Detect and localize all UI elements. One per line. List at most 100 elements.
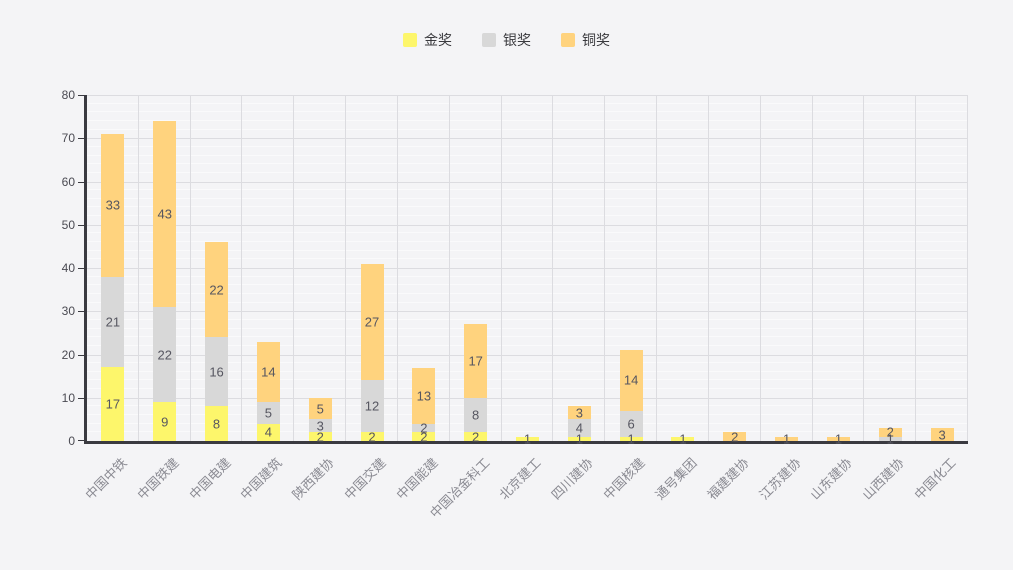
bar-segment-金奖[interactable]: 9	[153, 402, 177, 441]
minor-gridline	[87, 327, 968, 329]
bar-segment-金奖[interactable]: 2	[412, 429, 436, 444]
minor-gridline	[87, 241, 968, 243]
bar-segment-银奖[interactable]: 8	[464, 397, 488, 433]
minor-gridline	[87, 422, 968, 424]
major-gridline	[87, 354, 968, 356]
bar-segment-金奖[interactable]: 1	[619, 431, 643, 446]
bar-segment-铜奖[interactable]: 2	[723, 429, 747, 444]
bar-segment-银奖[interactable]: 5	[256, 402, 280, 424]
bar-segment-银奖[interactable]: 21	[101, 276, 125, 368]
legend-item-gold[interactable]: 金奖	[403, 30, 452, 50]
bar-segment-铜奖[interactable]: 1	[826, 431, 850, 446]
bar-segment-银奖[interactable]: 3	[308, 418, 332, 433]
bar-segment-金奖[interactable]: 4	[256, 423, 280, 441]
bar-segment-银奖[interactable]: 1	[878, 431, 902, 446]
vertical-gridline	[915, 95, 917, 441]
major-gridline	[87, 181, 968, 183]
legend: 金奖 银奖 铜奖	[0, 30, 1013, 50]
bar-segment-铜奖[interactable]: 1	[775, 431, 799, 446]
x-category-label: 陕西建协	[289, 455, 337, 503]
x-category-label: 北京建工	[496, 455, 545, 503]
bar-segment-铜奖[interactable]: 22	[205, 242, 229, 338]
bar-segment-铜奖[interactable]: 14	[256, 341, 280, 403]
bar-山东建协: 1	[826, 431, 850, 446]
y-tick-label: 30	[61, 304, 75, 319]
bar-中国化工: 3	[930, 427, 954, 442]
minor-gridline	[87, 111, 968, 113]
bar-segment-铜奖[interactable]: 17	[464, 324, 488, 398]
minor-gridline	[87, 232, 968, 234]
bar-segment-银奖[interactable]: 16	[205, 337, 229, 407]
x-category-label: 中国核建	[600, 455, 648, 503]
segment-value-label: 1	[834, 431, 843, 447]
x-category-label: 中国化工	[911, 455, 959, 503]
y-axis-tick	[78, 311, 84, 313]
bar-segment-金奖[interactable]: 2	[308, 429, 332, 445]
bar-segment-银奖[interactable]: 6	[619, 410, 643, 437]
segment-value-label: 13	[416, 388, 432, 404]
segment-value-label: 21	[105, 314, 121, 330]
bar-segment-金奖[interactable]: 1	[516, 431, 539, 446]
bar-中国建筑: 4 5 14	[256, 341, 280, 441]
x-category-label: 中国中铁	[82, 455, 130, 503]
bar-segment-银奖[interactable]: 2	[412, 421, 436, 436]
y-tick-label: 50	[61, 217, 75, 232]
bar-segment-银奖[interactable]: 4	[567, 419, 591, 437]
vertical-gridline	[293, 95, 295, 441]
vertical-gridline	[448, 95, 450, 441]
minor-gridline	[87, 414, 968, 416]
segment-value-label: 5	[316, 401, 324, 417]
bar-segment-铜奖[interactable]: 2	[878, 425, 902, 440]
legend-label-silver: 银奖	[503, 32, 531, 48]
legend-label-bronze: 铜奖	[582, 32, 610, 48]
bar-中国铁建: 9 22 43	[153, 120, 177, 441]
bar-segment-铜奖[interactable]: 5	[308, 397, 332, 420]
bar-segment-银奖[interactable]: 12	[360, 380, 384, 433]
y-tick-label: 70	[61, 131, 75, 146]
legend-item-bronze[interactable]: 铜奖	[561, 30, 610, 50]
legend-item-silver[interactable]: 银奖	[482, 30, 531, 50]
bar-segment-铜奖[interactable]: 14	[619, 350, 643, 411]
segment-value-label: 43	[157, 206, 172, 222]
bar-segment-金奖[interactable]: 17	[101, 367, 125, 441]
segment-value-label: 4	[264, 424, 272, 440]
segment-value-label: 2	[316, 429, 324, 445]
minor-gridline	[87, 102, 968, 104]
bar-segment-金奖[interactable]: 2	[464, 429, 488, 444]
vertical-gridline	[967, 95, 968, 441]
bar-segment-金奖[interactable]: 8	[205, 406, 229, 441]
bar-segment-金奖[interactable]: 1	[671, 431, 695, 446]
x-category-label: 中国铁建	[134, 455, 182, 503]
y-tick-label: 10	[61, 390, 75, 405]
minor-gridline	[87, 128, 968, 130]
bar-segment-铜奖[interactable]: 27	[360, 263, 384, 381]
vertical-gridline	[656, 95, 658, 441]
gold-swatch-icon	[403, 33, 417, 47]
minor-gridline	[87, 301, 968, 303]
segment-value-label: 8	[472, 407, 480, 423]
minor-gridline	[87, 318, 968, 320]
minor-gridline	[87, 405, 968, 407]
bar-segment-铜奖[interactable]: 33	[101, 133, 125, 277]
minor-gridline	[87, 249, 968, 251]
bar-segment-银奖[interactable]: 22	[153, 306, 177, 403]
bar-segment-金奖[interactable]: 1	[567, 431, 591, 446]
segment-value-label: 27	[364, 314, 380, 330]
bar-segment-金奖[interactable]: 2	[360, 429, 384, 444]
bar-segment-铜奖[interactable]: 43	[153, 120, 177, 307]
minor-gridline	[87, 171, 968, 173]
bar-segment-铜奖[interactable]: 3	[930, 427, 954, 442]
bar-segment-铜奖[interactable]: 3	[567, 405, 591, 421]
bar-segment-铜奖[interactable]: 13	[412, 367, 436, 424]
segment-value-label: 3	[575, 405, 583, 421]
y-axis-tick	[78, 95, 84, 96]
major-gridline	[87, 224, 968, 226]
minor-gridline	[87, 292, 968, 294]
x-category-label: 中国建筑	[237, 455, 286, 503]
minor-gridline	[87, 431, 968, 433]
minor-gridline	[87, 379, 968, 381]
vertical-gridline	[137, 95, 139, 441]
